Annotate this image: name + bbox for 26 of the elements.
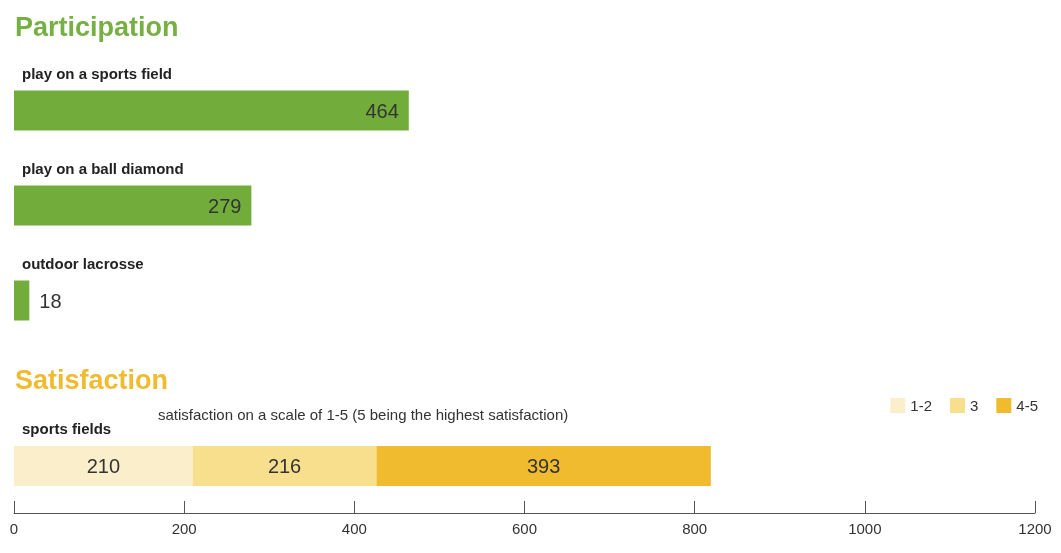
x-tick-label: 800 [682, 520, 708, 537]
data-label: 464 [365, 99, 399, 122]
x-tick-label: 200 [171, 520, 197, 537]
y-tick-label: outdoor lacrosse [22, 254, 144, 272]
x-tick-label: 600 [511, 520, 538, 537]
y-tick-label: sports fields [22, 420, 112, 437]
x-tick-label: 1200 [1018, 520, 1052, 537]
data-label: 18 [39, 289, 62, 312]
y-tick-label: play on a sports field [22, 64, 173, 82]
bar [192, 446, 377, 486]
legend-label: 3 [969, 397, 979, 414]
text: satisfaction on a scale of 1-5 (5 being the highest satisfaction) [158, 406, 569, 423]
data-label: 393 [526, 455, 561, 477]
data-label: 210 [86, 455, 121, 477]
bar [14, 446, 193, 486]
data-label: 279 [208, 194, 242, 217]
chart-title: Participation [15, 11, 179, 42]
x-tick-label: 400 [341, 520, 367, 537]
x-tick-label: 0 [9, 520, 19, 537]
data-label: 216 [267, 455, 302, 477]
legend-label: 4-5 [1016, 397, 1039, 414]
legend-label: 1-2 [910, 397, 932, 414]
bar [376, 446, 711, 486]
chart-title: Satisfaction [15, 364, 169, 395]
x-tick-label: 1000 [848, 520, 882, 537]
y-tick-label: play on a ball diamond [22, 159, 184, 177]
